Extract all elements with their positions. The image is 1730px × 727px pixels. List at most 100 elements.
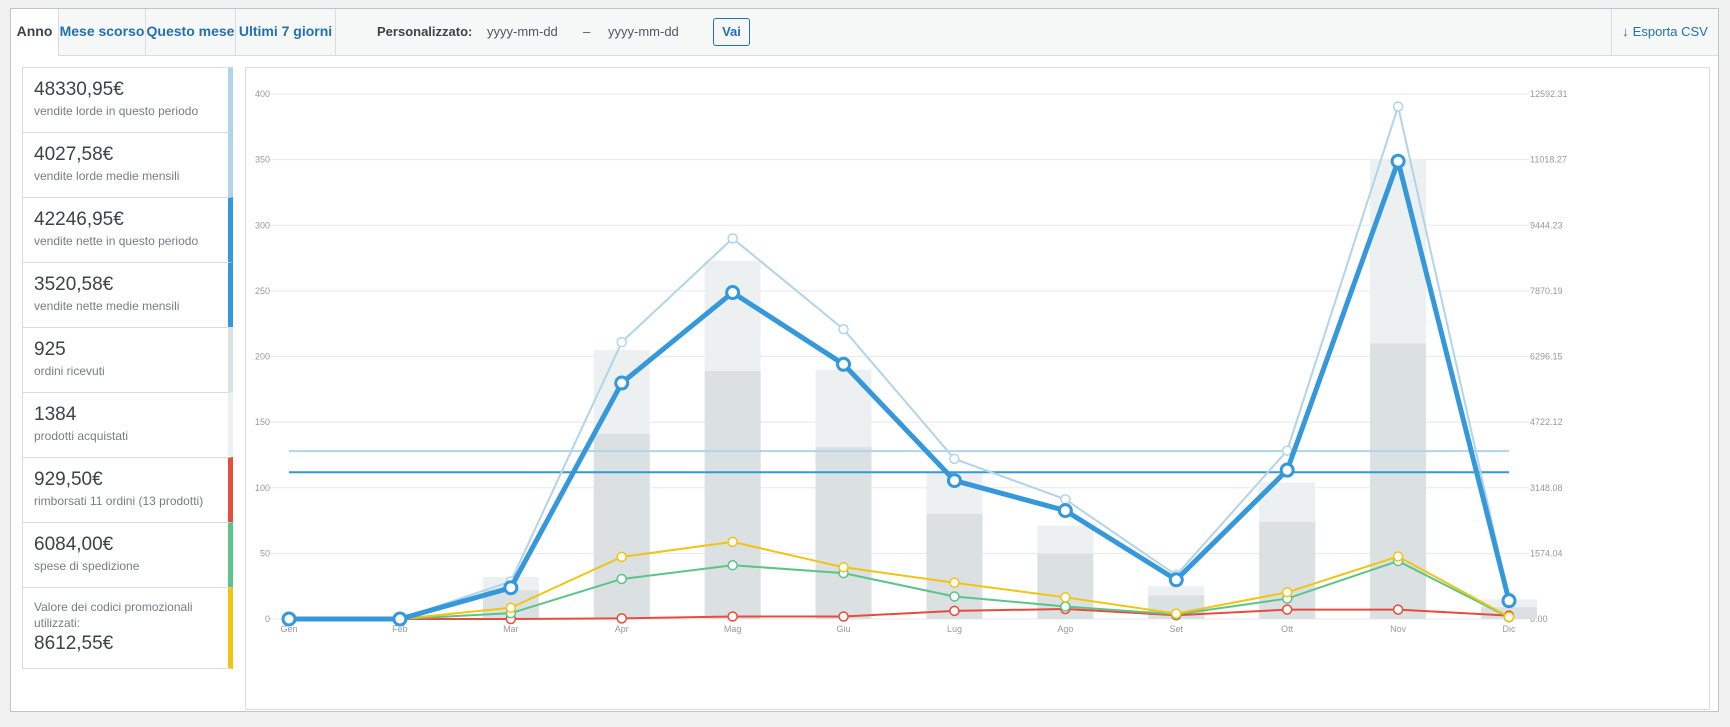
chart-panel: 0 50 100 150 200 250 300 350 400 0.00 1574.04 3148.… — [245, 67, 1710, 710]
legend-amount: 929,50€ — [34, 469, 103, 490]
y2-axis-tick-label: 4722.12 — [1530, 417, 1563, 427]
tab-ultimi-7-giorni[interactable]: Ultimi 7 giorni — [236, 9, 336, 55]
data-point — [616, 336, 627, 348]
y-axis-tick-label: 250 — [255, 286, 270, 296]
y-axis-tick-label: 200 — [255, 352, 270, 362]
data-point — [725, 285, 741, 301]
x-axis-tick-label: Set — [1170, 624, 1184, 634]
data-point — [1392, 551, 1404, 562]
legend-description: vendite nette medie mensili — [34, 299, 180, 313]
y2-axis-tick-label: 7870.19 — [1530, 286, 1563, 296]
legend-description: vendite nette in questo periodo — [34, 234, 199, 248]
legend-item[interactable]: 42246,95€ vendite nette in questo periodo — [22, 197, 233, 262]
date-separator: – — [583, 24, 591, 39]
legend-description: ordini ricevuti — [34, 364, 105, 378]
y2-axis-tick-label: 11018.27 — [1530, 155, 1567, 165]
data-point — [1060, 592, 1071, 603]
legend-amount: 4027,58€ — [34, 144, 114, 165]
download-arrow-icon: ↓ — [1622, 24, 1629, 39]
legend-description: Valore dei codici promozionali utilizzat… — [34, 600, 193, 630]
date-to-input[interactable]: yyyy-mm-dd — [608, 24, 679, 39]
x-axis-tick-label: Giu — [837, 624, 851, 634]
x-axis-tick-label: Lug — [947, 624, 962, 634]
data-point — [946, 473, 962, 489]
legend-description: spese di spedizione — [34, 559, 140, 573]
y2-axis-tick-label: 0.00 — [1530, 614, 1548, 624]
data-point — [503, 580, 519, 596]
data-point — [1060, 601, 1071, 612]
legend-amount: 42246,95€ — [34, 209, 124, 230]
data-point — [616, 573, 627, 585]
period-tabs: Anno Mese scorso Questo mese Ultimi 7 gi… — [11, 9, 1718, 56]
legend-description: rimborsati 11 ordini (13 prodotti) — [34, 494, 204, 508]
date-from-input[interactable]: yyyy-mm-dd — [487, 24, 558, 39]
custom-range-label: Personalizzato: — [377, 24, 473, 39]
export-csv-label: Esporta CSV — [1632, 24, 1708, 39]
data-point — [1060, 494, 1071, 505]
x-axis-tick-label: Ott — [1281, 624, 1294, 634]
series-line — [289, 540, 1510, 620]
data-point — [727, 233, 738, 244]
legend-item[interactable]: 48330,95€ vendite lorde in questo periodo — [22, 67, 233, 132]
x-axis-tick-label: Ago — [1057, 624, 1073, 634]
data-point — [949, 577, 960, 588]
legend-item[interactable]: 6084,00€ spese di spedizione — [22, 522, 233, 587]
tab-anno[interactable]: Anno — [11, 9, 59, 56]
data-point — [1390, 153, 1406, 169]
legend-amount: 3520,58€ — [34, 274, 114, 295]
data-point — [616, 551, 627, 563]
y-axis-tick-label: 50 — [260, 548, 270, 558]
x-axis-tick-label: Apr — [615, 624, 629, 634]
data-point — [616, 613, 627, 624]
legend-amount: 1384 — [34, 404, 77, 425]
bar — [704, 370, 761, 619]
data-point — [727, 536, 738, 548]
bar — [815, 447, 872, 619]
tab-mese-scorso[interactable]: Mese scorso — [59, 9, 146, 55]
sales-chart: 0 50 100 150 200 250 300 350 400 0.00 1574.04 3148.… — [255, 89, 1568, 634]
legend-item[interactable]: 929,50€ rimborsati 11 ordini (13 prodotti… — [22, 457, 233, 522]
legend-item[interactable]: 3520,58€ vendite nette medie mensili — [22, 262, 233, 327]
legend-amount: 8612,55€ — [34, 633, 114, 654]
go-button[interactable]: Vai — [713, 18, 750, 46]
data-point — [1281, 604, 1293, 615]
data-point — [838, 562, 849, 573]
legend-amount: 925 — [34, 339, 66, 360]
y2-axis-tick-label: 9444.23 — [1530, 220, 1563, 230]
x-axis-tick-label: Dic — [1503, 624, 1516, 634]
legend-item[interactable]: 1384 prodotti acquistati — [22, 392, 233, 457]
x-axis-tick-label: Gen — [280, 624, 297, 634]
data-point — [1171, 608, 1182, 619]
export-csv-button[interactable]: ↓ Esporta CSV — [1611, 9, 1718, 55]
series-line — [289, 158, 1512, 622]
legend-item[interactable]: 4027,58€ vendite lorde medie mensili — [22, 132, 233, 197]
y2-axis-tick-label: 6296.15 — [1530, 352, 1563, 362]
data-point — [1281, 587, 1293, 598]
legend-amount: 48330,95€ — [34, 79, 124, 100]
data-point — [614, 375, 630, 391]
data-point — [727, 611, 738, 622]
data-point — [1392, 101, 1404, 112]
legend-item[interactable]: 925 ordini ricevuti — [22, 327, 233, 392]
series-line — [289, 105, 1510, 620]
data-point — [1057, 503, 1073, 519]
data-point — [838, 611, 849, 622]
series-line — [289, 607, 1510, 620]
tab-questo-mese[interactable]: Questo mese — [146, 9, 236, 55]
data-point — [281, 611, 297, 627]
x-axis-tick-label: Mar — [503, 624, 519, 634]
y2-axis-tick-label: 12592.31 — [1530, 89, 1568, 99]
legend-item[interactable]: Valore dei codici promozionali utilizzat… — [22, 587, 233, 669]
y-axis-tick-label: 100 — [255, 483, 270, 493]
legend-description: vendite lorde in questo periodo — [34, 104, 199, 118]
data-point — [392, 611, 408, 627]
data-point — [505, 602, 517, 613]
y2-axis-tick-label: 1574.04 — [1530, 548, 1563, 558]
legend-amount: 6084,00€ — [34, 534, 114, 555]
legend-description: prodotti acquistati — [34, 429, 129, 443]
series-line — [289, 560, 1510, 620]
y-axis-tick-label: 150 — [255, 417, 270, 427]
data-point — [949, 591, 960, 602]
y-axis-tick-label: 0 — [265, 614, 270, 624]
x-axis-tick-label: Nov — [1390, 624, 1407, 634]
